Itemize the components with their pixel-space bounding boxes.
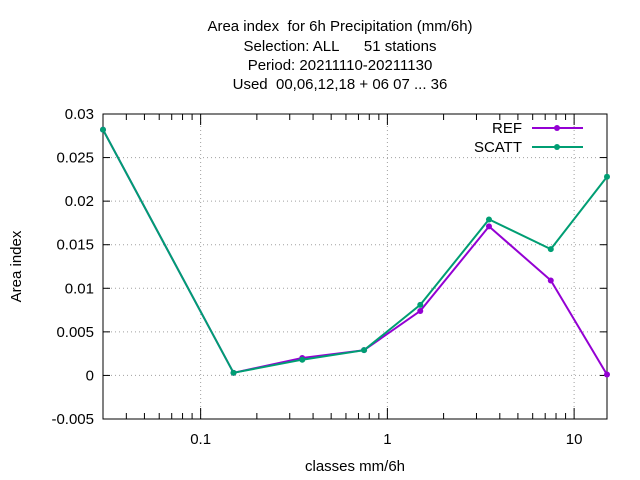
series-line-ref xyxy=(102,129,608,376)
series-line-scatt xyxy=(102,129,608,374)
chart-title-line-4: Used 00,06,12,18 + 06 07 ... 36 xyxy=(232,76,448,93)
legend-label: REF xyxy=(492,120,522,137)
chart-title-line-3: Period: 20211110-20211130 xyxy=(247,57,433,74)
y-tick-label: 0.01 xyxy=(65,280,94,297)
plot-frame xyxy=(102,113,608,420)
y-tick-label: 0.025 xyxy=(56,150,94,167)
data-point xyxy=(417,301,424,308)
data-point xyxy=(485,223,492,230)
y-tick-label: 0.02 xyxy=(65,193,94,210)
legend-label: SCATT xyxy=(474,139,522,156)
x-axis-label: classes mm/6h xyxy=(305,458,405,475)
x-axis: 0.1 1 10 xyxy=(125,114,583,448)
data-point xyxy=(230,369,237,376)
data-point xyxy=(547,246,554,253)
data-point xyxy=(299,356,306,363)
data-point xyxy=(100,126,106,133)
x-tick-label: 1 xyxy=(383,431,391,448)
grid xyxy=(103,113,607,420)
legend-marker xyxy=(554,144,560,150)
data-point xyxy=(547,277,554,284)
chart-title-line-1: Area index for 6h Precipitation (mm/6h) xyxy=(207,18,473,35)
y-axis: -0.005 0 0.005 0.01 0.015 0.02 0.025 0.03 xyxy=(51,106,607,428)
y-tick-label: -0.005 xyxy=(51,411,94,428)
y-tick-label: 0.005 xyxy=(56,324,94,341)
y-tick-label: 0.03 xyxy=(65,106,94,123)
y-tick-label: 0.015 xyxy=(56,237,94,254)
y-tick-label: 0 xyxy=(86,367,94,384)
data-point xyxy=(361,347,368,354)
data-point xyxy=(604,173,610,180)
data-point xyxy=(485,216,492,223)
x-tick-label: 10 xyxy=(566,431,583,448)
legend: REF SCATT xyxy=(474,120,583,156)
y-axis-label: Area index xyxy=(8,230,25,302)
legend-marker xyxy=(554,125,560,131)
data-point xyxy=(417,307,424,314)
x-tick-label: 0.1 xyxy=(190,431,211,448)
data-point xyxy=(604,371,610,378)
series xyxy=(100,126,610,378)
chart-title-line-2: Selection: ALL 51 stations xyxy=(243,38,437,55)
